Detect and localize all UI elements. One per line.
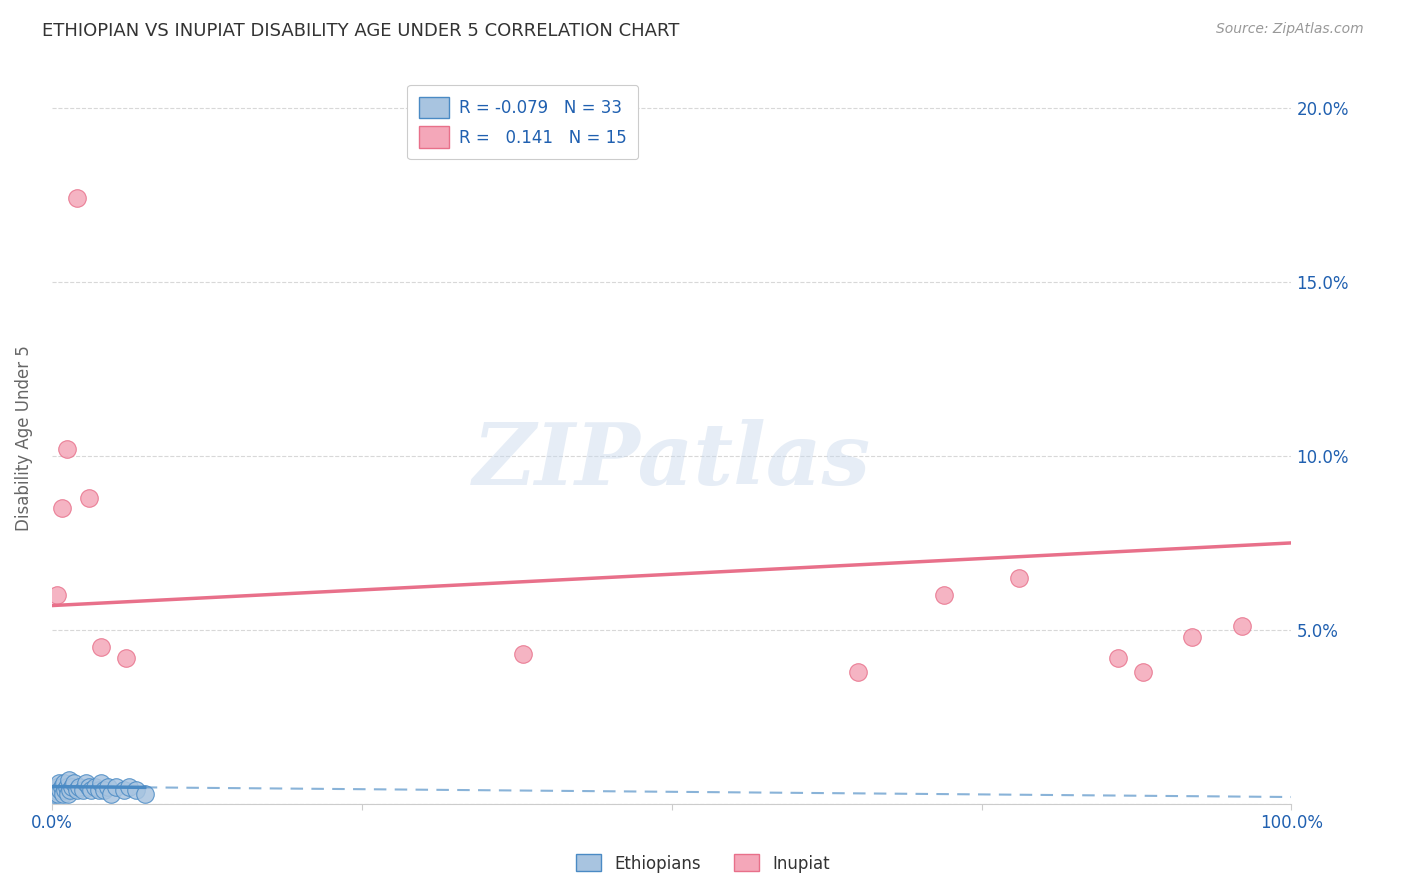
Point [52,787,75,801]
Legend: Ethiopians, Inupiat: Ethiopians, Inupiat [569,847,837,880]
Point [1008,571,1031,585]
Y-axis label: Disability Age Under 5: Disability Age Under 5 [15,345,32,532]
Point [55,442,77,456]
Point [44,783,66,797]
Point [1181,630,1204,644]
Point [55,783,77,797]
Point [77,780,100,794]
Point [1132,665,1154,679]
Text: Source: ZipAtlas.com: Source: ZipAtlas.com [1216,22,1364,37]
Point [55,780,77,794]
Point [84,780,107,794]
Point [59,783,82,797]
Point [72,783,94,797]
Point [58,772,80,787]
Point [90,640,112,655]
Point [90,776,112,790]
Point [51,501,73,516]
Point [65,783,87,797]
Point [934,588,956,602]
Point [65,191,87,205]
Point [112,783,135,797]
Legend: R = -0.079   N = 33, R =   0.141   N = 15: R = -0.079 N = 33, R = 0.141 N = 15 [408,85,638,160]
Point [51,780,73,794]
Point [67,780,90,794]
Point [93,783,115,797]
Point [60,780,83,794]
Point [53,776,76,790]
Point [105,780,128,794]
Point [77,491,100,505]
Point [49,783,72,797]
Point [46,787,69,801]
Point [96,780,118,794]
Text: ETHIOPIAN VS INUPIAT DISABILITY AGE UNDER 5 CORRELATION CHART: ETHIOPIAN VS INUPIAT DISABILITY AGE UNDE… [42,22,679,40]
Text: ZIPatlas: ZIPatlas [472,418,870,502]
Point [115,650,138,665]
Point [1230,619,1253,633]
Point [45,780,67,794]
Point [63,776,86,790]
Point [100,787,122,801]
Point [512,648,534,662]
Point [45,588,67,602]
Point [75,776,97,790]
Point [117,780,139,794]
Point [80,783,103,797]
Point [134,787,156,801]
Point [1107,650,1129,665]
Point [846,665,869,679]
Point [44,787,66,801]
Point [48,776,70,790]
Point [125,783,148,797]
Point [56,787,79,801]
Point [87,783,110,797]
